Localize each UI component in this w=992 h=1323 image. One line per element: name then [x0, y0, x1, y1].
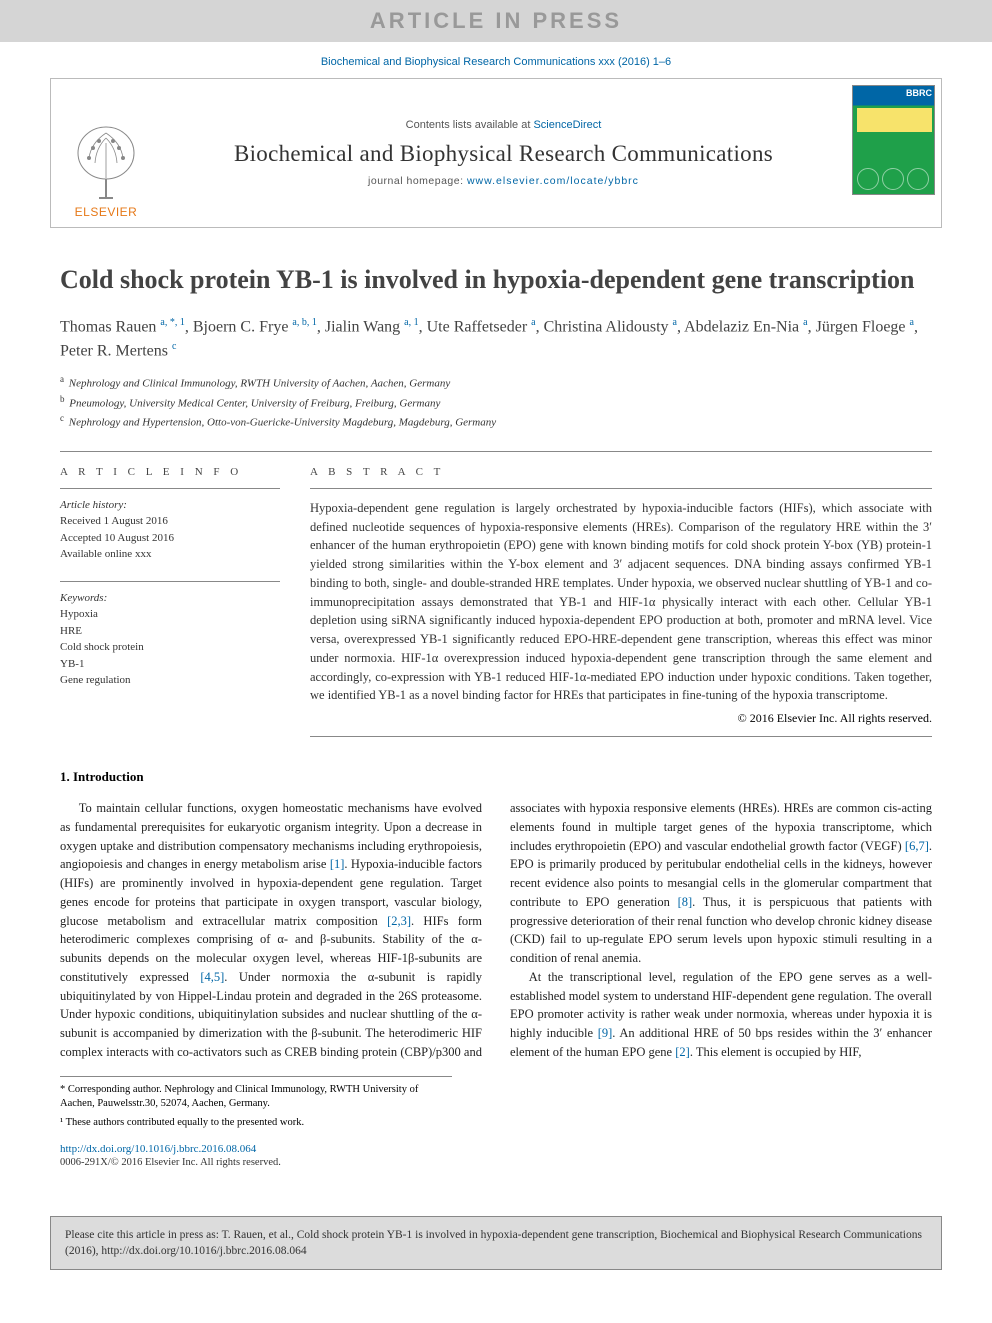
- doi-link[interactable]: http://dx.doi.org/10.1016/j.bbrc.2016.08…: [60, 1143, 256, 1155]
- issn-copyright: 0006-291X/© 2016 Elsevier Inc. All right…: [60, 1157, 932, 1168]
- keywords-label: Keywords:: [60, 590, 280, 607]
- affiliation-b: b Pneumology, University Medical Center,…: [60, 393, 932, 412]
- article-history: Article history: Received 1 August 2016 …: [60, 497, 280, 563]
- affiliation-c: c Nephrology and Hypertension, Otto-von-…: [60, 412, 932, 431]
- body-text: To maintain cellular functions, oxygen h…: [60, 799, 932, 1062]
- corresponding-author-note: * Corresponding author. Nephrology and C…: [60, 1083, 452, 1112]
- contents-prefix: Contents lists available at: [406, 119, 534, 131]
- keyword: Cold shock protein: [60, 639, 280, 656]
- journal-cover-thumbnail: BBRC: [846, 79, 941, 227]
- article-title: Cold shock protein YB-1 is involved in h…: [60, 263, 932, 297]
- journal-name: Biochemical and Biophysical Research Com…: [234, 141, 773, 167]
- keyword: HRE: [60, 623, 280, 640]
- journal-reference: Biochemical and Biophysical Research Com…: [0, 56, 992, 68]
- intro-paragraph-2: At the transcriptional level, regulation…: [510, 968, 932, 1062]
- introduction-heading: 1. Introduction: [60, 769, 932, 785]
- header-center: Contents lists available at ScienceDirec…: [161, 79, 846, 227]
- keyword: YB-1: [60, 656, 280, 673]
- keywords-block: Keywords: HypoxiaHRECold shock proteinYB…: [60, 590, 280, 689]
- doi-line: http://dx.doi.org/10.1016/j.bbrc.2016.08…: [60, 1143, 932, 1155]
- online-date: Available online xxx: [60, 546, 280, 563]
- author-list: Thomas Rauen a, *, 1, Bjoern C. Frye a, …: [60, 315, 932, 364]
- received-date: Received 1 August 2016: [60, 513, 280, 530]
- article-info-column: A R T I C L E I N F O Article history: R…: [60, 466, 280, 737]
- abstract-column: A B S T R A C T Hypoxia-dependent gene r…: [310, 466, 932, 737]
- journal-header: ELSEVIER Contents lists available at Sci…: [50, 78, 942, 228]
- equal-contribution-note: ¹ These authors contributed equally to t…: [60, 1116, 452, 1131]
- keyword: Gene regulation: [60, 672, 280, 689]
- contents-line: Contents lists available at ScienceDirec…: [406, 119, 602, 131]
- citation-box: Please cite this article in press as: T.…: [50, 1216, 942, 1270]
- article-info-head: A R T I C L E I N F O: [60, 466, 280, 478]
- sciencedirect-link[interactable]: ScienceDirect: [533, 119, 601, 131]
- homepage-prefix: journal homepage:: [368, 175, 467, 187]
- elsevier-tree-icon: [71, 123, 141, 203]
- separator: [60, 451, 932, 452]
- history-label: Article history:: [60, 497, 280, 514]
- cover-abbrev: BBRC: [906, 88, 932, 98]
- publisher-name: ELSEVIER: [75, 205, 138, 219]
- homepage-url-link[interactable]: www.elsevier.com/locate/ybbrc: [467, 175, 639, 187]
- affiliations: a Nephrology and Clinical Immunology, RW…: [60, 373, 932, 430]
- article-in-press-banner: ARTICLE IN PRESS: [0, 0, 992, 42]
- abstract-copyright: © 2016 Elsevier Inc. All rights reserved…: [310, 711, 932, 726]
- abstract-text: Hypoxia-dependent gene regulation is lar…: [310, 499, 932, 705]
- homepage-line: journal homepage: www.elsevier.com/locat…: [368, 175, 639, 187]
- accepted-date: Accepted 10 August 2016: [60, 530, 280, 547]
- affiliation-a: a Nephrology and Clinical Immunology, RW…: [60, 373, 932, 392]
- abstract-head: A B S T R A C T: [310, 466, 932, 478]
- keyword: Hypoxia: [60, 606, 280, 623]
- footnotes: * Corresponding author. Nephrology and C…: [60, 1076, 452, 1131]
- publisher-logo: ELSEVIER: [51, 79, 161, 227]
